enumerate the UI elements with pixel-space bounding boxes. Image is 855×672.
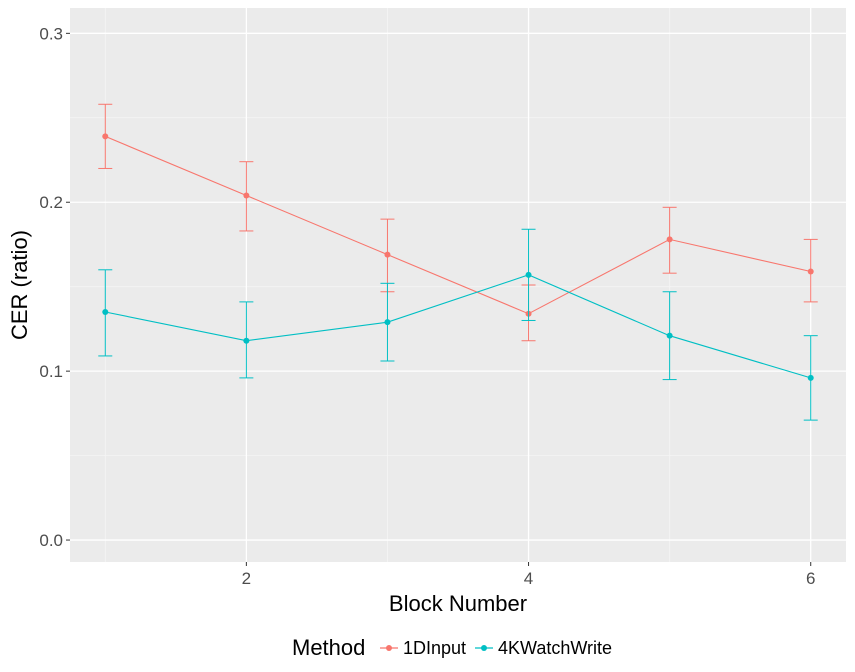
legend-key-point <box>481 645 487 651</box>
data-point <box>525 271 532 278</box>
series-line <box>105 135 811 315</box>
x-tick-label: 4 <box>524 569 533 588</box>
data-point <box>666 332 673 339</box>
y-axis-title: CER (ratio) <box>7 230 32 340</box>
legend-label: 1DInput <box>403 638 466 658</box>
data-point <box>807 374 814 381</box>
data-point <box>384 251 391 258</box>
y-tick-label: 0.0 <box>39 531 63 550</box>
data-point <box>102 309 109 316</box>
legend-title: Method <box>292 635 365 660</box>
legend-item-4kwatchwrite: 4KWatchWrite <box>475 638 612 658</box>
data-point <box>243 192 250 199</box>
data-point <box>666 236 673 243</box>
legend-key-point <box>386 645 392 651</box>
y-axis-ticks: 0.0 0.1 0.2 0.3 <box>39 24 70 550</box>
minor-gridlines <box>70 8 846 562</box>
series-layer <box>98 103 818 421</box>
legend-label: 4KWatchWrite <box>498 638 612 658</box>
series-line <box>105 274 811 379</box>
data-point <box>807 268 814 275</box>
data-point <box>102 133 109 140</box>
series-4kwatchwrite <box>98 228 818 421</box>
major-gridlines <box>70 8 846 562</box>
legend-item-1dinput: 1DInput <box>380 638 466 658</box>
x-axis-title: Block Number <box>389 591 527 616</box>
legend: Method 1DInput 4KWatchWrite <box>292 635 612 660</box>
data-point <box>384 319 391 326</box>
x-axis-ticks: 2 4 6 <box>242 562 815 588</box>
x-tick-label: 2 <box>242 569 251 588</box>
plot-panel <box>70 8 846 562</box>
y-tick-label: 0.3 <box>39 24 63 43</box>
x-tick-label: 6 <box>806 569 815 588</box>
y-tick-label: 0.2 <box>39 193 63 212</box>
y-tick-label: 0.1 <box>39 362 63 381</box>
data-point <box>243 337 250 344</box>
